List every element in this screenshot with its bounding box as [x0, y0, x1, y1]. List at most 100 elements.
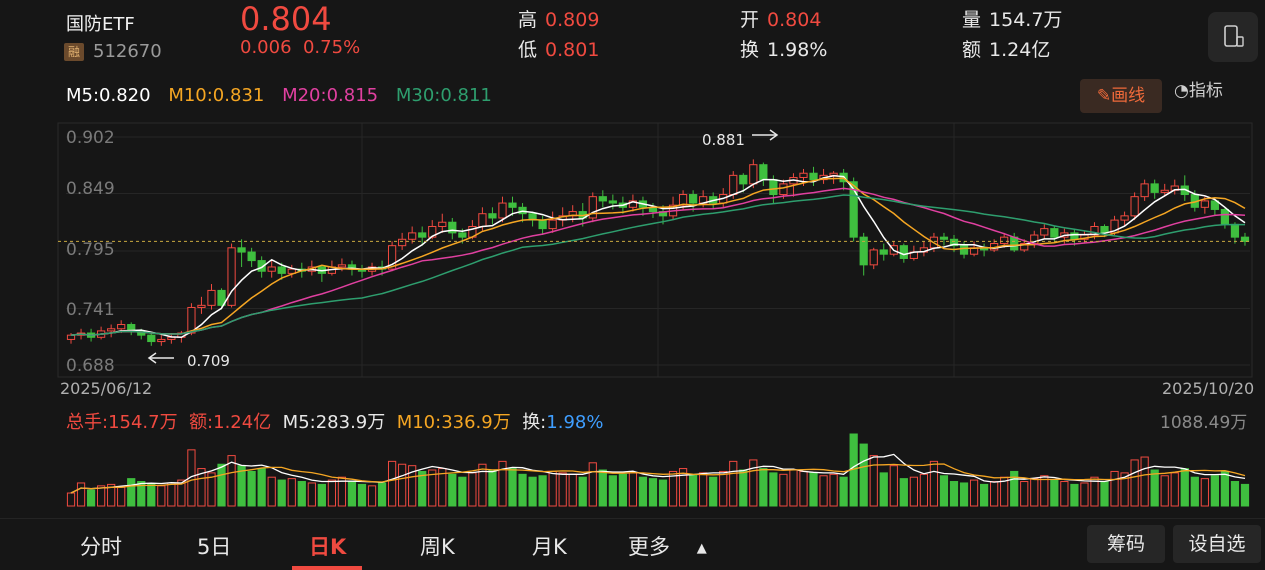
candle [237, 239, 246, 267]
price-tick-3: 0.741 [66, 300, 115, 320]
volume-value: 154.7万 [989, 9, 1063, 31]
candlestick-chart[interactable]: 0.902 0.849 0.795 0.741 0.688 0.881 0.70… [0, 115, 1265, 405]
candle [879, 243, 888, 261]
candle-body [749, 164, 758, 185]
caret-up-icon: ▲ [696, 540, 707, 556]
candle-body [759, 164, 768, 181]
candle [408, 226, 417, 244]
candle-body [438, 221, 447, 227]
candle-body [1050, 228, 1059, 238]
candle-body [267, 266, 276, 272]
candle-body [408, 232, 417, 240]
price-change: 0.006 0.75% [240, 37, 360, 58]
volume-bar [1200, 478, 1209, 507]
tab-daily-k[interactable]: 日K [309, 535, 347, 559]
vol-m10: M10:336.9万 [396, 412, 511, 433]
candle-body [1020, 243, 1029, 251]
vol-m5: M5:283.9万 [282, 412, 386, 433]
high-label: 高 [518, 9, 538, 31]
candle [207, 284, 216, 310]
volume-bar [729, 460, 738, 507]
candle [157, 335, 166, 346]
candle [287, 264, 296, 278]
candle-body [949, 238, 959, 247]
candle [588, 192, 597, 223]
candle-body [197, 304, 206, 308]
tab-monthly-k[interactable]: 月K [532, 535, 567, 559]
ma-legend: M5:0.820 M10:0.831 M20:0.815 M30:0.811 [66, 85, 504, 106]
candle-body [548, 219, 557, 230]
volume-bar [618, 473, 627, 507]
tab-more[interactable]: 更多 ▲ [628, 531, 707, 561]
ma30-line [70, 194, 1245, 336]
vol-ma10-line [70, 463, 1246, 494]
candle [267, 260, 276, 278]
volume-bar [809, 472, 818, 507]
candle-body [689, 194, 698, 204]
volume-bar [207, 472, 216, 507]
volume-bar [1160, 475, 1169, 507]
turnover-value: 1.98% [767, 39, 828, 61]
candle [498, 196, 507, 223]
chips-button[interactable]: 筹码 [1087, 525, 1165, 563]
price-tick-4: 0.688 [66, 356, 115, 376]
tab-intraday[interactable]: 分时 [80, 535, 122, 559]
candle [1180, 175, 1189, 201]
volume-bar [1140, 456, 1149, 507]
volume-chart[interactable] [0, 432, 1265, 510]
candle-body [498, 202, 507, 219]
draw-line-button[interactable]: ✎画线 [1080, 79, 1162, 113]
volume-bar [558, 472, 567, 507]
open-stat: 开 0.804 [740, 5, 821, 32]
vol-turnover: 1.98% [546, 412, 604, 433]
volume-bar [1150, 469, 1159, 507]
landscape-toggle-button[interactable] [1208, 12, 1258, 62]
volume-bar [678, 468, 688, 507]
candle-body [608, 200, 617, 204]
volume-bar [478, 463, 487, 507]
volume-bar [1220, 470, 1230, 507]
volume-bar [719, 470, 728, 507]
candle-body [1220, 208, 1230, 225]
volume-bar [1120, 472, 1129, 507]
volume-bar [528, 476, 537, 507]
volume-bar [859, 443, 868, 507]
volume-bar [648, 478, 658, 507]
high-value: 0.809 [545, 9, 600, 31]
candle [488, 207, 497, 225]
indicator-button[interactable]: ◔指标 [1174, 79, 1223, 103]
candle [438, 213, 447, 233]
add-watchlist-button[interactable]: 设自选 [1173, 525, 1261, 563]
volume-bar [1080, 482, 1089, 507]
volume-bar [107, 483, 116, 507]
candle-body [247, 251, 256, 262]
active-tab-indicator [292, 566, 362, 570]
amount-stat: 额 1.24亿 [962, 35, 1050, 62]
low-value: 0.801 [545, 39, 600, 61]
candle [227, 243, 236, 308]
volume-bar [498, 460, 507, 507]
volume-bar [247, 470, 256, 507]
volume-max-label: 1088.49万 [1160, 413, 1248, 433]
candle [187, 303, 196, 336]
volume-bar [1030, 478, 1039, 507]
volume-bar [357, 483, 367, 507]
tab-5day[interactable]: 5日 [197, 535, 232, 559]
candle [448, 217, 457, 240]
candle-body [869, 249, 878, 266]
tab-weekly-k[interactable]: 周K [420, 535, 455, 559]
volume-bar [287, 478, 296, 507]
candle [147, 333, 156, 346]
chart-frame [57, 122, 1253, 378]
volume-bar [227, 455, 236, 507]
volume-bar [1050, 479, 1059, 507]
volume-bar [277, 479, 286, 507]
candle-body [809, 172, 818, 181]
amount-value: 1.24亿 [989, 39, 1051, 61]
volume-bar [1130, 459, 1139, 507]
min-arrow-icon [147, 352, 174, 364]
vol-total: 总手:154.7万 [66, 412, 178, 433]
high-stat: 高 0.809 [518, 5, 599, 32]
candle-body [1120, 215, 1129, 221]
candle-body [799, 172, 808, 178]
